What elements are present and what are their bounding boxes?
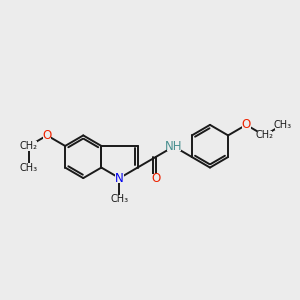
Text: O: O — [42, 129, 52, 142]
FancyBboxPatch shape — [152, 174, 160, 182]
Text: N: N — [115, 172, 124, 184]
FancyBboxPatch shape — [43, 131, 51, 140]
FancyBboxPatch shape — [111, 195, 128, 204]
FancyBboxPatch shape — [275, 120, 290, 130]
Text: CH₂: CH₂ — [255, 130, 273, 140]
Text: NH: NH — [165, 140, 182, 153]
Text: O: O — [242, 118, 251, 131]
FancyBboxPatch shape — [21, 141, 37, 151]
FancyBboxPatch shape — [242, 121, 250, 129]
FancyBboxPatch shape — [21, 163, 37, 172]
FancyBboxPatch shape — [167, 142, 181, 152]
Text: CH₃: CH₃ — [20, 163, 38, 172]
Text: O: O — [151, 172, 160, 184]
Text: CH₃: CH₃ — [110, 194, 128, 204]
FancyBboxPatch shape — [257, 130, 272, 140]
Text: CH₃: CH₃ — [273, 120, 292, 130]
FancyBboxPatch shape — [115, 173, 124, 183]
Text: CH₂: CH₂ — [20, 141, 38, 151]
